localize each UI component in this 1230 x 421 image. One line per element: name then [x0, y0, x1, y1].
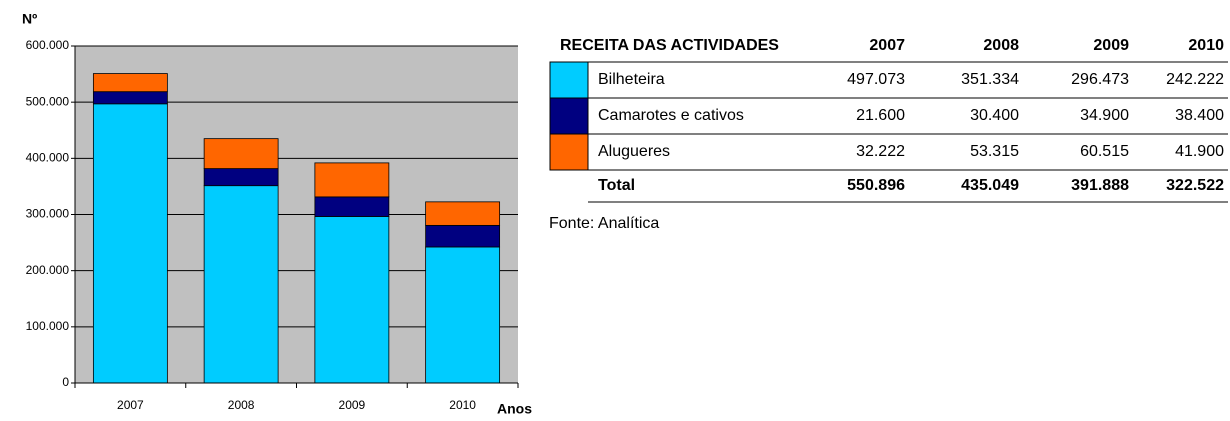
y-tick-label: 300.000 [26, 207, 70, 221]
bar-segment [92, 91, 168, 105]
x-tick-label: 2008 [228, 398, 255, 412]
table-row-label: Bilheteira [598, 71, 665, 88]
table-row-label: Camarotes e cativos [598, 107, 744, 124]
bar-segment [314, 196, 390, 217]
table-cell: 497.073 [847, 71, 905, 88]
bar-segment [425, 224, 501, 248]
source-note: Fonte: Analítica [549, 215, 659, 232]
table-total: 391.888 [1071, 177, 1129, 194]
table-cell: 38.400 [1175, 107, 1224, 124]
y-tick-label: 400.000 [26, 151, 70, 165]
table-cell: 351.334 [961, 71, 1019, 88]
bar-segment [203, 185, 279, 384]
y-tick-label: 600.000 [26, 38, 70, 52]
bar-segment [314, 216, 390, 384]
table-cell: 296.473 [1071, 71, 1129, 88]
legend-swatch [549, 97, 589, 135]
y-tick-label: 500.000 [26, 94, 70, 108]
y-tick-label: 200.000 [26, 263, 70, 277]
bar-segment [203, 168, 279, 187]
table-cell: 21.600 [856, 107, 905, 124]
bar-segment [92, 73, 168, 93]
table-cell: 242.222 [1166, 71, 1224, 88]
bar-segment [425, 246, 501, 384]
table-cell: 30.400 [970, 107, 1019, 124]
table-cell: 60.515 [1080, 143, 1129, 160]
table-total: 322.522 [1166, 177, 1224, 194]
table-cell: 34.900 [1080, 107, 1129, 124]
table-row-label: Alugueres [598, 143, 670, 160]
bar-segment [203, 138, 279, 169]
x-tick-label: 2007 [117, 398, 144, 412]
table-total: 435.049 [961, 177, 1019, 194]
legend-swatch [549, 133, 589, 171]
table-year: 2008 [983, 37, 1019, 54]
table-year: 2007 [869, 37, 905, 54]
table-cell: 41.900 [1175, 143, 1224, 160]
bar-segment [425, 201, 501, 226]
x-tick-label: 2009 [339, 398, 366, 412]
bar-segment [92, 103, 168, 384]
y-axis-label: Nº [22, 11, 37, 27]
total-label: Total [598, 177, 635, 194]
table-year: 2010 [1188, 37, 1224, 54]
table-cell: 32.222 [856, 143, 905, 160]
legend-swatch [549, 61, 589, 99]
bar-segment [314, 162, 390, 198]
y-tick-label: 0 [62, 375, 69, 389]
y-tick-label: 100.000 [26, 319, 70, 333]
x-tick-label: 2010 [449, 398, 476, 412]
x-axis-label: Anos [497, 401, 532, 416]
table-title: RECEITA DAS ACTIVIDADES [560, 37, 779, 54]
table-cell: 53.315 [970, 143, 1019, 160]
table-year: 2009 [1093, 37, 1129, 54]
table-total: 550.896 [847, 177, 905, 194]
